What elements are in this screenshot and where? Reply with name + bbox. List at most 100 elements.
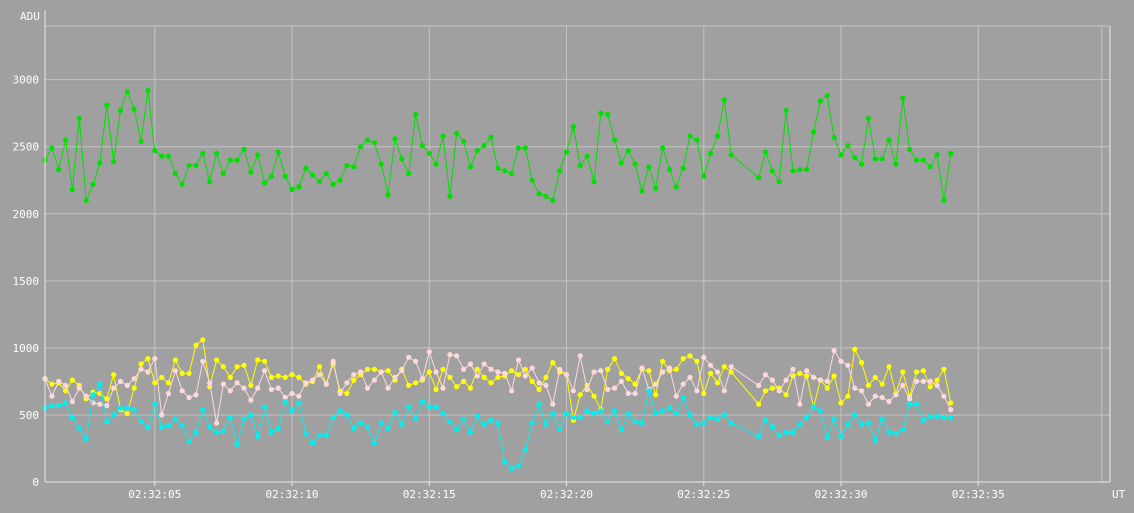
data-point	[756, 175, 762, 181]
data-point	[618, 160, 625, 166]
data-point	[612, 408, 618, 414]
data-point	[632, 390, 638, 397]
data-point	[296, 184, 302, 190]
data-point	[330, 358, 336, 364]
data-point	[666, 405, 673, 411]
data-point	[934, 382, 940, 388]
data-point	[481, 421, 487, 427]
tick-labels: 0 500 1000 1500 2000 2500 3000 02:32:05 02:32:10…	[13, 10, 1126, 501]
data-point	[234, 441, 240, 447]
x-tick-label: 02:32:25	[677, 488, 730, 501]
data-point	[509, 170, 515, 177]
data-point	[220, 428, 226, 434]
data-point	[378, 161, 384, 167]
data-point	[392, 409, 398, 415]
data-point	[179, 388, 185, 394]
data-point	[111, 412, 117, 418]
data-point	[817, 408, 824, 414]
data-point	[728, 152, 734, 158]
data-point	[454, 384, 460, 390]
data-point	[941, 415, 947, 421]
series-2	[42, 348, 954, 426]
data-point	[522, 145, 528, 151]
data-point	[838, 400, 844, 406]
data-point	[550, 411, 556, 417]
data-point	[165, 390, 172, 397]
data-point	[584, 408, 590, 414]
data-point	[461, 378, 467, 384]
data-point	[612, 385, 618, 391]
data-point	[927, 384, 933, 390]
y-tick-label: 0	[32, 476, 39, 489]
data-point	[227, 157, 233, 163]
data-point	[687, 353, 693, 359]
data-point	[481, 142, 487, 148]
data-point	[488, 134, 494, 140]
data-point	[680, 165, 686, 171]
series-layer	[42, 87, 954, 472]
data-point	[76, 115, 82, 122]
data-point	[550, 360, 556, 366]
data-point	[296, 393, 302, 399]
data-point	[316, 364, 323, 370]
data-point	[570, 415, 577, 421]
data-point	[159, 424, 165, 430]
data-point	[845, 421, 851, 427]
data-point	[159, 412, 165, 418]
data-point	[289, 372, 295, 378]
data-point	[872, 156, 878, 162]
data-point	[660, 358, 666, 364]
data-point	[515, 357, 522, 363]
axes	[44, 10, 1111, 486]
data-point	[351, 372, 357, 378]
data-point	[817, 377, 824, 383]
data-point	[776, 432, 782, 438]
data-point	[598, 368, 604, 374]
data-point	[893, 392, 899, 398]
data-point	[275, 373, 281, 379]
data-point	[605, 419, 611, 425]
data-point	[797, 421, 803, 427]
data-point	[852, 346, 858, 352]
data-point	[406, 170, 412, 177]
data-point	[419, 398, 425, 405]
data-point	[152, 148, 158, 154]
data-point	[262, 180, 268, 186]
data-point	[303, 165, 309, 171]
data-point	[632, 419, 638, 425]
data-point	[330, 415, 336, 421]
data-point	[358, 369, 364, 375]
data-point	[474, 148, 480, 154]
data-point	[447, 419, 453, 425]
data-point	[104, 403, 110, 409]
data-point	[474, 366, 480, 372]
data-point	[859, 388, 865, 394]
data-point	[824, 378, 830, 384]
data-point	[536, 401, 542, 407]
data-point	[179, 370, 185, 376]
data-point	[371, 366, 377, 372]
data-point	[721, 97, 727, 103]
data-point	[241, 416, 247, 422]
data-point	[714, 380, 721, 386]
data-point	[838, 433, 844, 439]
data-point	[948, 415, 954, 421]
data-point	[515, 463, 522, 469]
data-point	[515, 372, 522, 378]
data-point	[63, 137, 69, 143]
data-point	[550, 401, 556, 407]
data-point	[419, 376, 425, 382]
data-point	[200, 337, 206, 343]
data-point	[509, 368, 515, 374]
data-point	[200, 358, 206, 364]
data-point	[865, 401, 872, 407]
series-line	[44, 90, 952, 202]
data-point	[406, 404, 412, 410]
data-point	[172, 357, 178, 363]
data-point	[762, 372, 769, 378]
data-point	[193, 342, 199, 348]
data-point	[138, 361, 144, 367]
data-point	[344, 390, 350, 397]
data-point	[708, 415, 714, 421]
